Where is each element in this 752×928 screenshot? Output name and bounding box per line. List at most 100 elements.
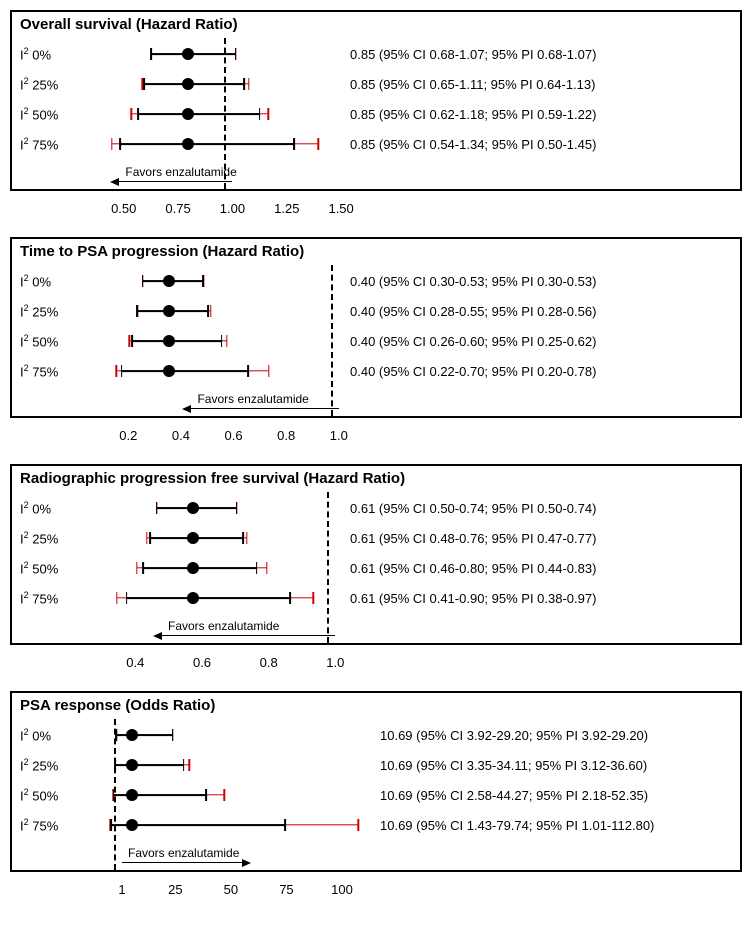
pi-tick [146,532,147,544]
plot-area [90,750,370,780]
pi-tick [248,78,249,90]
favors-row: Favors enzalutamide [20,159,732,181]
axis-tick-label: 0.8 [277,428,295,443]
axis-tick-label: 0.6 [225,428,243,443]
arrow-head-icon [153,632,162,640]
arrow-head-icon [242,859,251,867]
forest-row: I2 25% 10.69 (95% CI 3.35-34.11; 95% PI 3… [20,750,732,780]
row-stat-text: 0.40 (95% CI 0.22-0.70; 95% PI 0.20-0.78… [340,364,596,379]
confidence-interval-line [143,567,256,569]
axis-tick-label: 0.6 [193,655,211,670]
point-estimate [163,335,175,347]
favors-text: Favors enzalutamide [125,165,236,179]
plot-area [90,523,340,553]
confidence-interval-line [144,83,244,85]
pi-tick [116,592,117,604]
pi-tick [268,108,269,120]
row-stat-text: 10.69 (95% CI 3.92-29.20; 95% PI 3.92-29… [370,728,648,743]
pi-tick [358,819,359,831]
panel-title: Overall survival (Hazard Ratio) [20,16,732,33]
axis-tick-label: 0.2 [119,428,137,443]
pi-tick [318,138,319,150]
pi-tick [188,759,189,771]
point-estimate [187,562,199,574]
ci-tick [289,592,291,604]
ci-tick [247,365,249,377]
row-stat-text: 10.69 (95% CI 2.58-44.27; 95% PI 2.18-52… [370,788,648,803]
ci-tick [243,78,245,90]
axis-tick-label: 100 [331,882,353,897]
point-estimate [126,819,138,831]
row-stat-text: 0.61 (95% CI 0.50-0.74; 95% PI 0.50-0.74… [340,501,596,516]
axis-tick-label: 1.0 [326,655,344,670]
pi-tick [266,562,267,574]
ci-tick [136,305,138,317]
point-estimate [163,275,175,287]
row-stat-text: 10.69 (95% CI 1.43-79.74; 95% PI 1.01-11… [370,818,654,833]
ci-tick [121,365,123,377]
forest-row: I2 0%0.85 (95% CI 0.68-1.07; 95% PI 0.68… [20,39,732,69]
point-estimate [182,138,194,150]
ci-tick [131,335,133,347]
favors-arrow-line [119,181,232,183]
pi-tick [223,789,224,801]
ci-tick [114,759,116,771]
row-stat-text: 0.61 (95% CI 0.46-0.80; 95% PI 0.44-0.83… [340,561,596,576]
forest-row: I2 75%10.69 (95% CI 1.43-79.74; 95% PI 1… [20,810,732,840]
ci-tick [116,729,118,741]
ci-tick [284,819,286,831]
favors-row: Favors enzalutamide [20,386,732,408]
ci-tick [221,335,223,347]
row-stat-text: 0.61 (95% CI 0.48-0.76; 95% PI 0.47-0.77… [340,531,596,546]
row-stat-text: 0.61 (95% CI 0.41-0.90; 95% PI 0.38-0.97… [340,591,596,606]
pi-tick [129,335,130,347]
plot-area [90,266,340,296]
forest-row: I2 50%0.61 (95% CI 0.46-0.80; 95% PI 0.4… [20,553,732,583]
row-label: I2 50% [20,787,90,803]
row-label: I2 25% [20,757,90,773]
ci-tick [183,759,185,771]
pi-tick [226,335,227,347]
row-stat-text: 10.69 (95% CI 3.35-34.11; 95% PI 3.12-36… [370,758,647,773]
ci-tick [259,108,261,120]
arrow-head-icon [182,405,191,413]
forest-row: I2 25%0.85 (95% CI 0.65-1.11; 95% PI 0.6… [20,69,732,99]
forest-row: I2 25%0.40 (95% CI 0.28-0.55; 95% PI 0.2… [20,296,732,326]
row-label: I2 0% [20,500,90,516]
forest-row: I2 50% 10.69 (95% CI 2.58-44.27; 95% PI 2… [20,780,732,810]
plot-area [90,356,340,386]
forest-panel: PSA response (Odds Ratio) I2 0%10.69 (95%… [10,691,742,872]
pi-tick [246,532,247,544]
row-label: I2 25% [20,303,90,319]
point-estimate [126,789,138,801]
favors-arrow-line [122,862,242,864]
point-estimate [126,759,138,771]
axis-tick-label: 75 [279,882,293,897]
axis-tick-label: 1.0 [330,428,348,443]
ci-tick [120,138,122,150]
forest-row: I2 75%0.85 (95% CI 0.54-1.34; 95% PI 0.5… [20,129,732,159]
forest-panel: Time to PSA progression (Hazard Ratio) I2… [10,237,742,418]
point-estimate [182,48,194,60]
plot-area [90,129,340,159]
ci-tick [142,275,144,287]
forest-row: I2 0%10.69 (95% CI 3.92-29.20; 95% PI 3.… [20,720,732,750]
axis-tick-label: 1 [118,882,125,897]
panel-title: PSA response (Odds Ratio) [20,697,732,714]
point-estimate [163,365,175,377]
axis-tick-label: 0.8 [260,655,278,670]
panel-title: Time to PSA progression (Hazard Ratio) [20,243,732,260]
row-label: I2 25% [20,76,90,92]
confidence-interval-line [132,340,221,342]
favors-text: Favors enzalutamide [128,846,239,860]
favors-row: Favors enzalutamide [20,840,732,862]
favors-text: Favors enzalutamide [168,619,279,633]
ci-tick [256,562,258,574]
plot-area [90,810,370,840]
pi-tick [111,138,112,150]
ci-tick [149,532,151,544]
forest-row: I2 0%0.40 (95% CI 0.30-0.53; 95% PI 0.30… [20,266,732,296]
ci-tick [236,502,238,514]
point-estimate [187,532,199,544]
point-estimate [182,78,194,90]
